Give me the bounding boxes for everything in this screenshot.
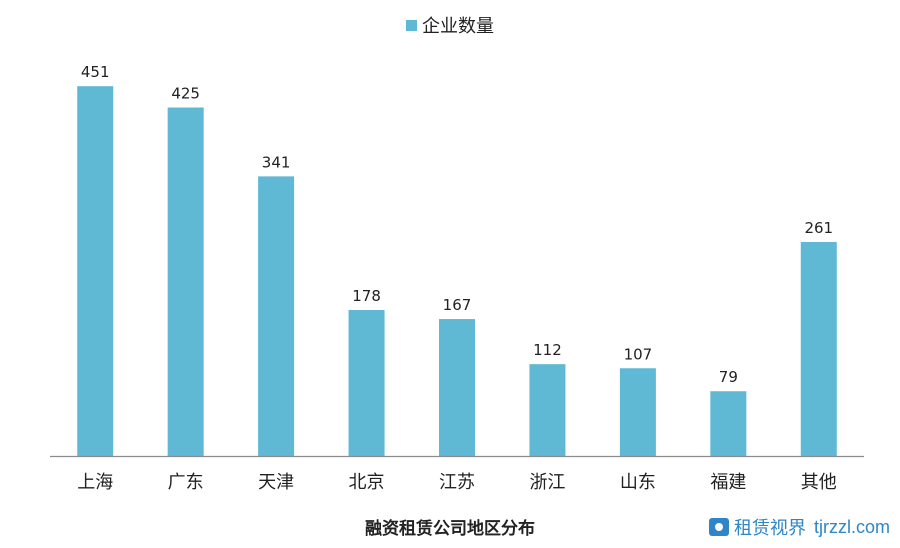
- bar: [619, 368, 656, 456]
- data-label: 261: [804, 219, 833, 237]
- legend-swatch: [406, 19, 417, 31]
- data-label: 79: [719, 368, 738, 386]
- bar: [529, 364, 566, 456]
- data-label: 167: [443, 296, 472, 314]
- bar: [439, 319, 475, 456]
- x-tick-label: 山东: [620, 472, 656, 493]
- x-tick-label: 浙江: [529, 472, 565, 493]
- bar: [77, 86, 114, 457]
- legend: 企业数量: [0, 12, 900, 38]
- bar: [800, 241, 837, 456]
- bar: [348, 310, 385, 456]
- data-label: 107: [624, 345, 653, 363]
- data-label: 341: [262, 153, 291, 171]
- x-tick-label: 福建: [710, 472, 746, 493]
- data-label: 112: [533, 341, 562, 359]
- bar: [167, 107, 204, 456]
- x-tick-label: 上海: [77, 472, 113, 493]
- brand-logo-icon: [709, 518, 729, 536]
- legend-label: 企业数量: [422, 16, 494, 37]
- bar: [258, 176, 295, 456]
- x-tick-label: 广东: [168, 472, 204, 493]
- watermark: 租赁视界 tjrzzl.com: [709, 514, 890, 540]
- x-axis-title: 融资租赁公司地区分布: [365, 519, 535, 539]
- x-tick-label: 天津: [258, 472, 294, 493]
- x-tick-label: 北京: [349, 472, 385, 493]
- data-label: 178: [352, 287, 381, 305]
- data-label: 425: [171, 85, 200, 103]
- x-tick-label: 其他: [801, 472, 837, 493]
- bar: [710, 391, 747, 456]
- watermark-text: 租赁视界: [734, 518, 806, 539]
- x-tick-label: 江苏: [439, 472, 475, 493]
- watermark-url: tjrzzl.com: [814, 516, 890, 537]
- data-label: 451: [81, 63, 110, 81]
